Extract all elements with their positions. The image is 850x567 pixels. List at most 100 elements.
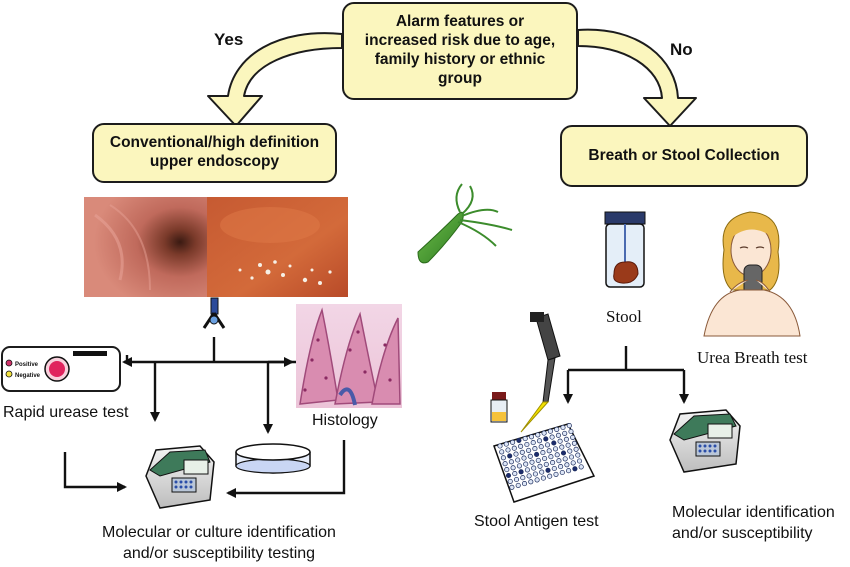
histology-label: Histology xyxy=(312,412,378,429)
plate-well xyxy=(510,439,516,445)
plate-well xyxy=(530,440,536,446)
plate-well xyxy=(505,472,512,479)
plate-well xyxy=(570,460,576,466)
plate-well xyxy=(499,449,505,455)
plate-well xyxy=(549,434,555,440)
plate-well xyxy=(551,465,557,472)
plate-well xyxy=(523,461,529,467)
plate-well xyxy=(539,469,545,475)
plate-well xyxy=(503,441,509,447)
endoscopy-box: Conventional/high definition upper endos… xyxy=(92,123,337,183)
plate-well xyxy=(578,464,584,470)
plate-well xyxy=(573,446,579,452)
plate-well xyxy=(505,447,511,453)
plate-well xyxy=(571,440,577,446)
plate-well xyxy=(536,438,543,444)
plate-well xyxy=(563,436,569,442)
biopsy-forceps-icon xyxy=(202,297,226,329)
plate-well xyxy=(553,471,559,477)
plate-well xyxy=(568,454,575,460)
breath-test-person-icon xyxy=(703,211,801,337)
plate-well xyxy=(554,426,560,432)
well-plate-icon xyxy=(493,423,596,503)
rapid-urease-label: Rapid urease test xyxy=(3,404,129,421)
plate-well xyxy=(541,430,547,436)
plate-well xyxy=(545,467,551,473)
rapid-urease-card: Positive Negative xyxy=(1,346,121,392)
plate-well xyxy=(497,443,503,449)
plate-well xyxy=(565,442,571,448)
plate-well xyxy=(547,428,553,434)
plate-well xyxy=(521,481,528,487)
yes-label: Yes xyxy=(214,30,244,49)
left-result-label: Molecular or culture identification and/… xyxy=(102,524,336,562)
plate-well xyxy=(532,446,538,452)
decision-box: Alarm features or increased risk due to … xyxy=(342,2,578,100)
plate-well xyxy=(524,467,530,473)
plate-well xyxy=(502,461,508,467)
stool-label: Stool xyxy=(606,307,642,326)
plate-well xyxy=(570,434,576,440)
plate-well xyxy=(500,455,506,461)
breath-test-label: Urea Breath test xyxy=(697,348,808,367)
plate-well xyxy=(537,463,543,469)
plate-well xyxy=(504,467,510,473)
stool-tube-icon xyxy=(604,211,646,288)
plate-well xyxy=(519,449,525,455)
plate-well xyxy=(515,457,521,463)
plate-well xyxy=(527,453,533,459)
endoscopy-box-label: Conventional/high definition upper endos… xyxy=(109,134,320,170)
reagent-vial-icon xyxy=(490,392,508,423)
plate-well xyxy=(508,459,514,465)
plate-well xyxy=(567,448,573,454)
plate-well xyxy=(554,452,560,458)
plate-well xyxy=(509,484,515,490)
plate-well xyxy=(572,466,578,472)
plate-well xyxy=(575,452,581,458)
plate-well xyxy=(532,471,538,477)
plate-well xyxy=(507,453,513,459)
petri-dish-icon xyxy=(235,443,311,474)
plate-well xyxy=(540,475,546,481)
plate-well xyxy=(548,454,554,460)
no-label: No xyxy=(670,40,693,59)
plate-well xyxy=(543,461,549,467)
breath-stool-box-label: Breath or Stool Collection xyxy=(588,146,780,164)
left-branch-connectors xyxy=(63,337,346,498)
plate-well xyxy=(521,455,527,461)
plate-well xyxy=(513,476,520,483)
right-result-label: Molecular identification and/or suscepti… xyxy=(672,504,835,542)
plate-well xyxy=(534,451,540,457)
plate-well xyxy=(515,482,521,488)
plate-well xyxy=(531,465,537,471)
plate-well xyxy=(529,459,535,465)
pcr-machine-left xyxy=(145,445,215,509)
h-pylori-bacterium-icon xyxy=(417,183,513,264)
plate-well xyxy=(564,462,570,468)
plate-well xyxy=(566,468,572,474)
right-branch-connectors xyxy=(563,346,689,404)
plate-well xyxy=(550,460,556,466)
plate-well xyxy=(511,445,517,451)
plate-well xyxy=(566,423,572,429)
histology-image xyxy=(296,304,402,408)
plate-well xyxy=(559,469,565,476)
plate-well xyxy=(528,434,535,440)
plate-well xyxy=(547,473,553,479)
plate-well xyxy=(562,456,568,462)
stool-antigen-label: Stool Antigen test xyxy=(474,513,599,530)
plate-well xyxy=(538,444,544,450)
plate-well xyxy=(524,441,530,448)
plate-well xyxy=(555,432,561,438)
plate-well xyxy=(518,443,524,449)
plate-well xyxy=(559,444,565,450)
plate-well xyxy=(562,430,568,436)
plate-well xyxy=(507,478,513,484)
plate-well xyxy=(526,473,532,479)
card-positive-label: Positive xyxy=(15,362,39,368)
endoscopy-images xyxy=(84,197,348,297)
plate-well xyxy=(560,450,567,456)
plate-well xyxy=(516,437,522,443)
plate-well xyxy=(540,450,546,456)
